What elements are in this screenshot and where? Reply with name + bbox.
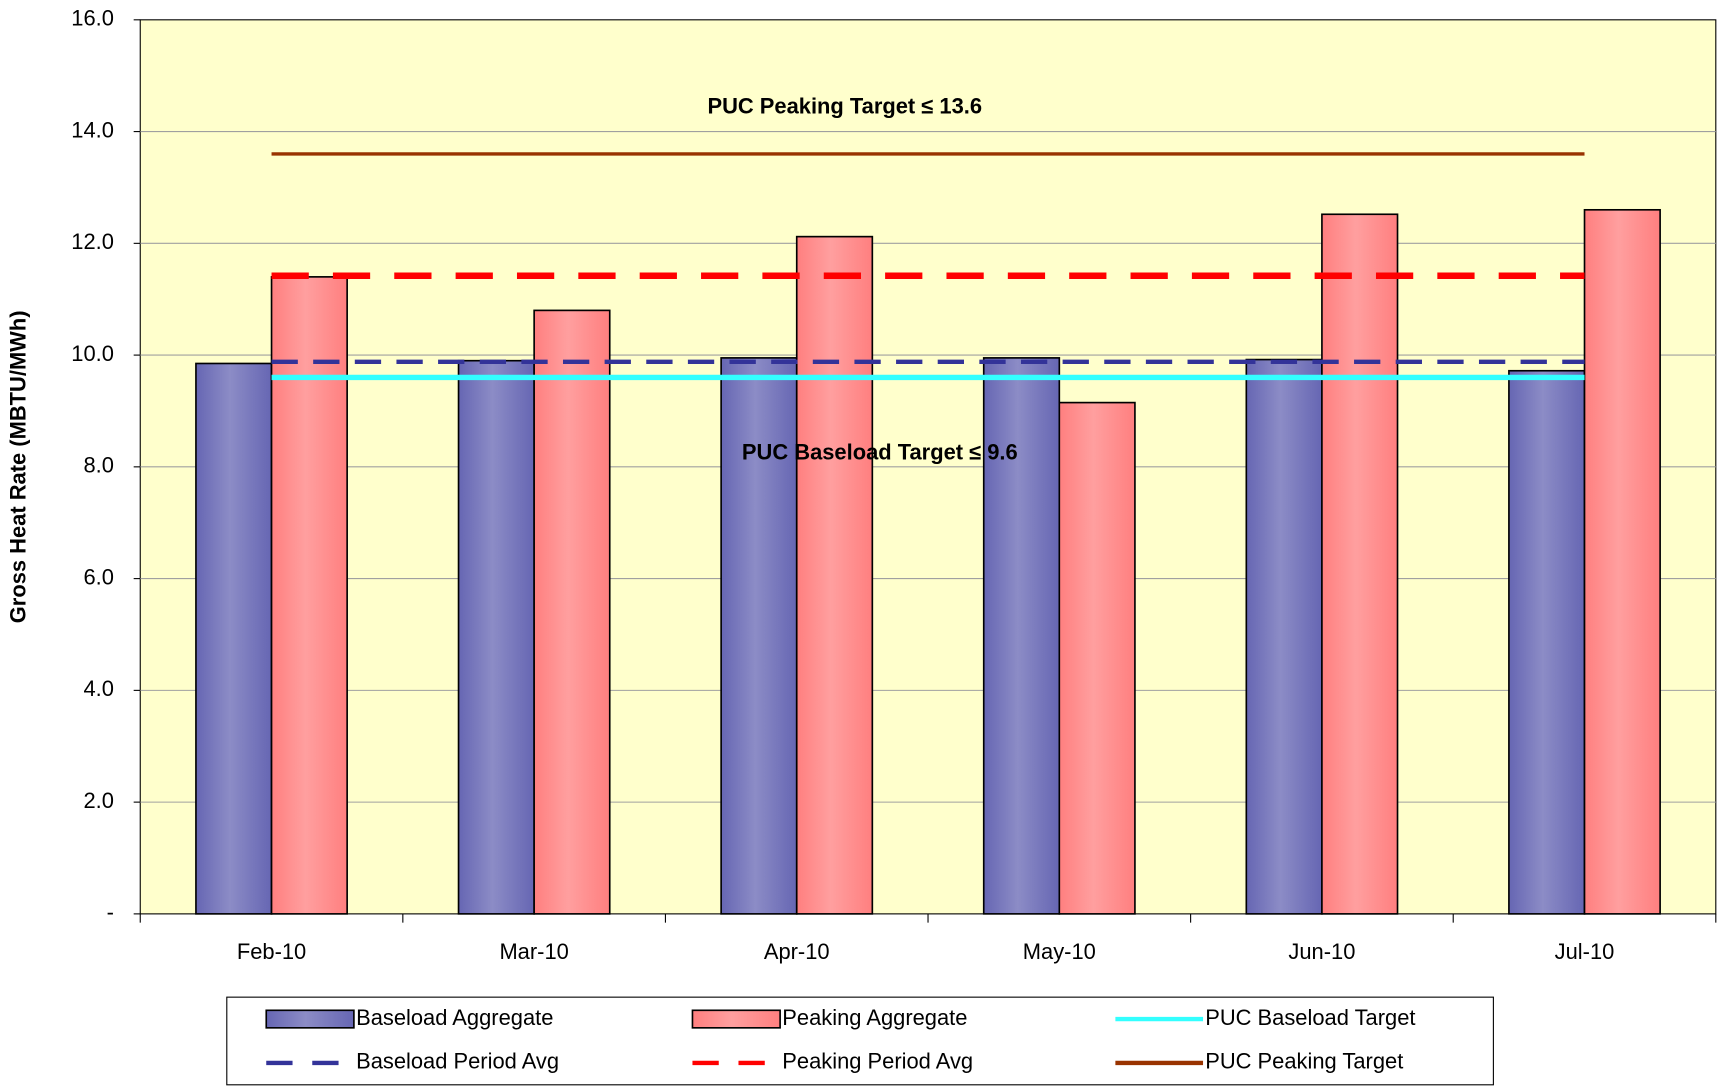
y-tick-label: 14.0 [71,117,114,142]
bar [795,235,874,915]
x-tick-label: Jun-10 [1288,939,1355,964]
bar [1583,208,1661,915]
y-tick-label: - [107,900,114,925]
y-tick-label: 16.0 [71,6,114,31]
bar [457,359,535,915]
x-tick-label: Mar-10 [499,939,568,964]
bar [1508,369,1586,915]
bar [1321,213,1399,915]
legend-swatch [265,1009,355,1029]
legend-label: Peaking Period Avg [782,1049,973,1074]
bar [1245,358,1323,915]
y-tick-label: 4.0 [83,676,113,701]
y-tick-label: 12.0 [71,229,114,254]
y-tick-label: 8.0 [83,453,113,478]
x-tick-label: May-10 [1023,939,1096,964]
bar [1058,401,1136,915]
bar [195,362,273,915]
annotation: PUC Baseload Target ≤ 9.6 [742,439,1018,464]
x-tick-label: Feb-10 [237,939,306,964]
x-tick-label: Apr-10 [764,939,830,964]
bar [270,276,348,915]
legend-label: Baseload Aggregate [356,1005,553,1030]
legend-label: PUC Peaking Target [1205,1049,1403,1074]
bar [720,357,798,915]
y-tick-label: 6.0 [83,564,113,589]
x-tick-label: Jul-10 [1555,939,1615,964]
legend-label: Peaking Aggregate [782,1005,967,1030]
legend-swatch [691,1009,781,1029]
y-tick-label: 2.0 [83,788,113,813]
annotation: PUC Peaking Target ≤ 13.6 [707,93,982,118]
legend-label: PUC Baseload Target [1205,1005,1415,1030]
legend-box [226,996,1494,1086]
y-tick-label: 10.0 [71,341,114,366]
y-axis-label: Gross Heat Rate (MBTU/MWh) [6,310,31,623]
legend-label: Baseload Period Avg [356,1049,559,1074]
bar [982,357,1061,915]
bar [533,309,611,915]
